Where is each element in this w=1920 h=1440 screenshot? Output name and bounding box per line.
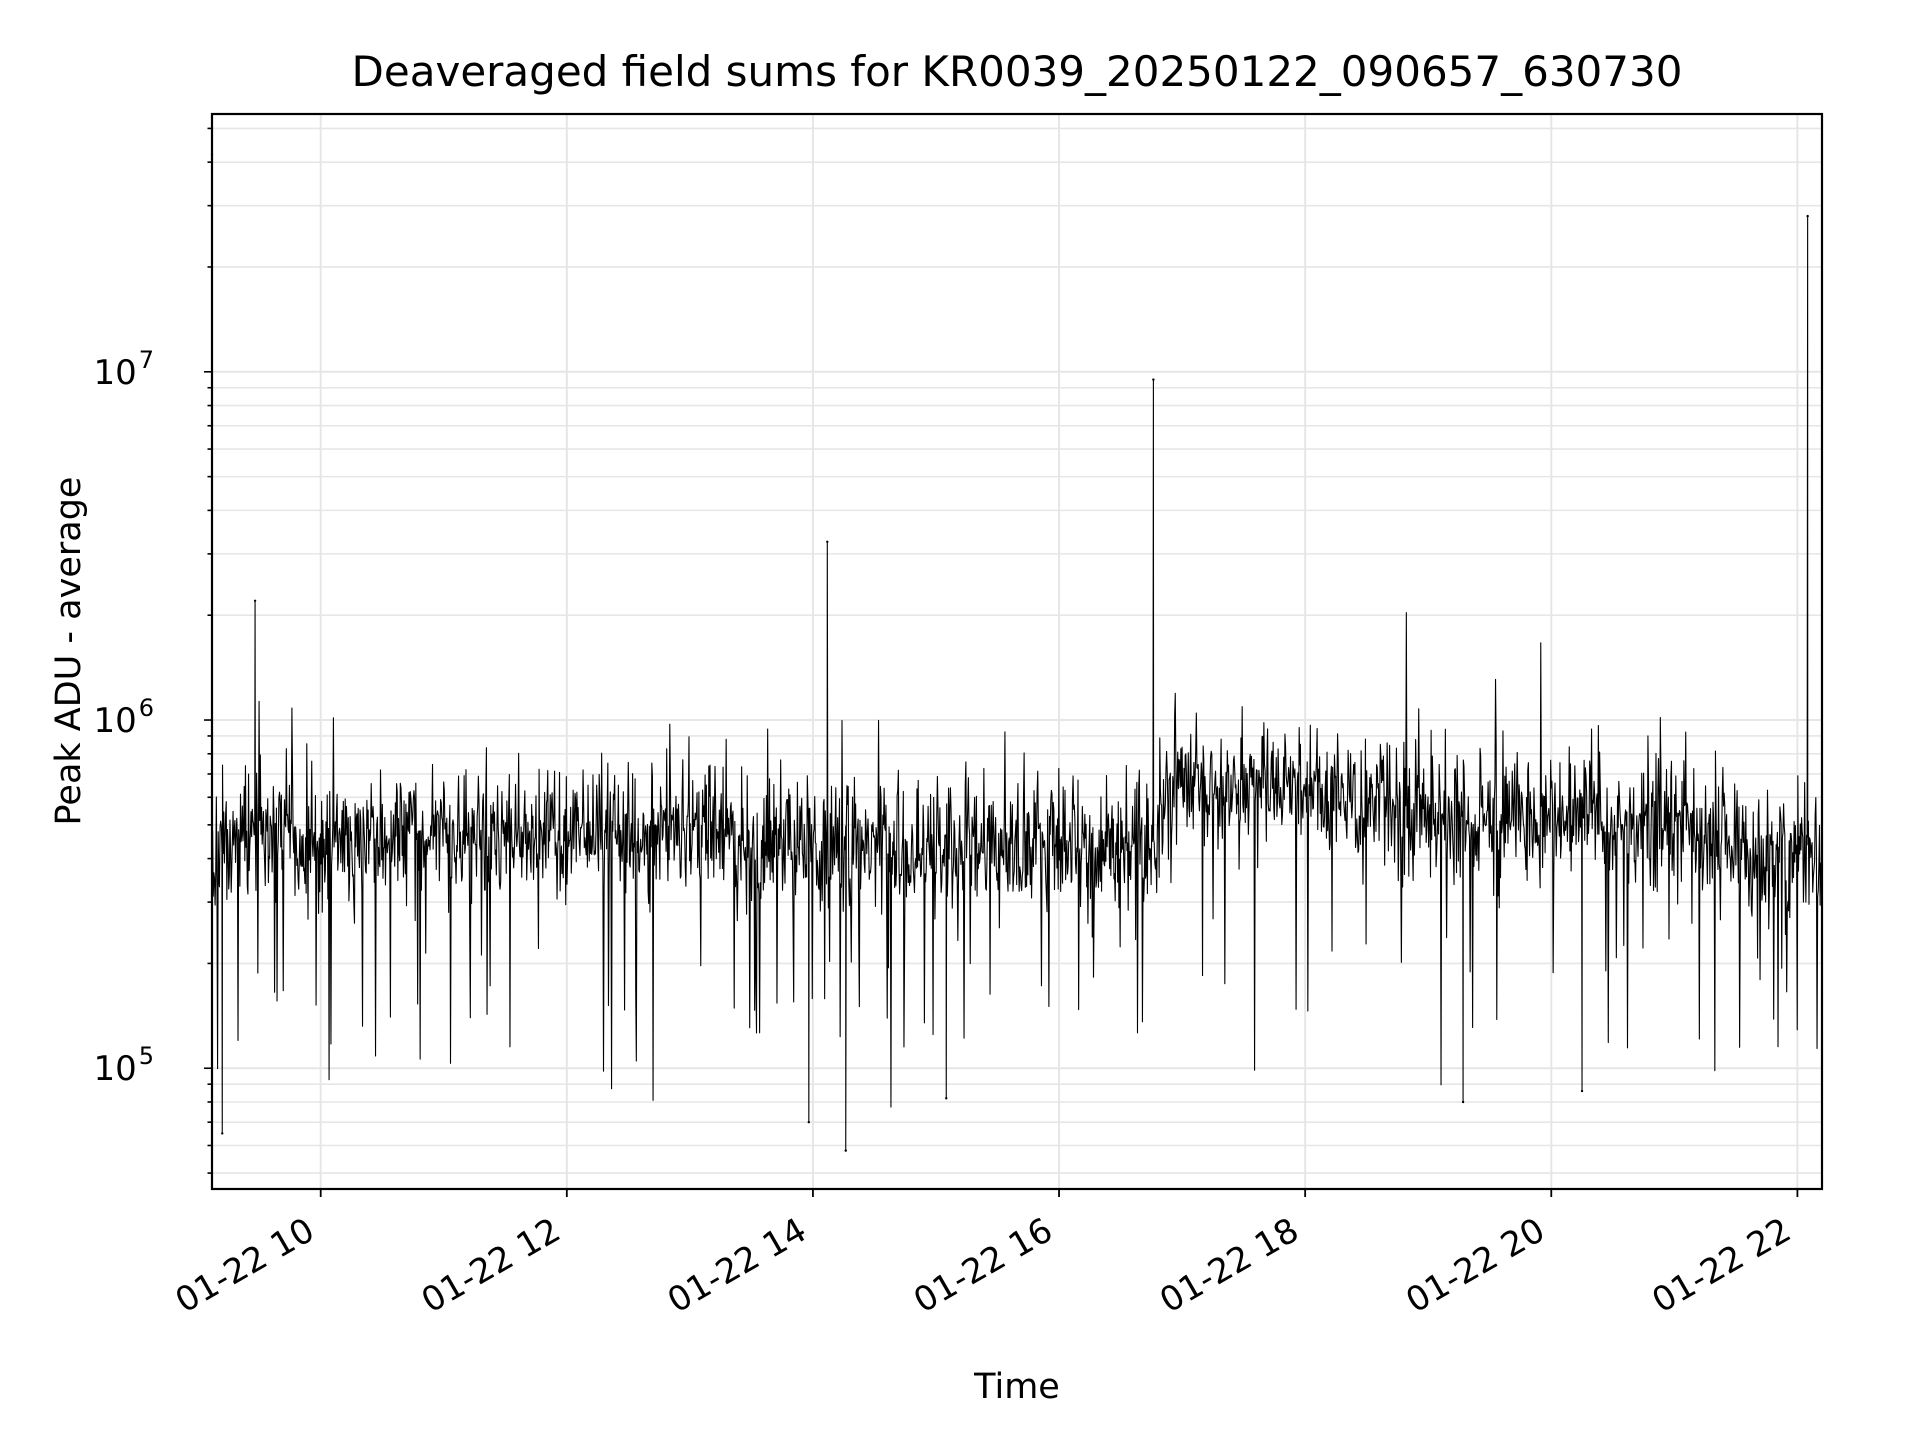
y-tick-exponent: 6 [139, 694, 154, 722]
y-axis-title: Peak ADU - average [49, 477, 89, 826]
x-tick-label: 01-22 18 [1153, 1210, 1305, 1321]
y-tick-label: 107 [93, 346, 154, 393]
x-tick-label: 01-22 12 [415, 1210, 567, 1321]
axes-frame [210, 112, 1824, 1191]
chart-title: Deaveraged field sums for KR0039_2025012… [352, 47, 1683, 96]
spike-point [253, 599, 257, 602]
dip-point [221, 1132, 224, 1135]
x-tick-label: 01-22 22 [1645, 1210, 1797, 1321]
dip-point [945, 1097, 948, 1100]
x-tick-label: 01-22 14 [661, 1210, 813, 1321]
grid-layer [212, 114, 1822, 1189]
spike-point [826, 540, 829, 543]
y-tick-exponent: 7 [139, 346, 154, 374]
dip-point [1461, 1100, 1465, 1104]
series-line [211, 154, 1823, 1152]
dip-point [1580, 1089, 1584, 1093]
y-tick-exponent: 5 [139, 1042, 154, 1070]
x-tick-label: 01-22 10 [169, 1210, 321, 1321]
x-tick-label: 01-22 16 [907, 1210, 1059, 1321]
plot-layer [210, 153, 1823, 1152]
y-tick-label: 105 [93, 1042, 154, 1089]
x-tick-label: 01-22 20 [1399, 1210, 1551, 1321]
tick-layer: 01-22 10 01-22 12 01-22 14 01-22 16 01-22 18… [93, 127, 1799, 1321]
spike-point [1152, 378, 1155, 381]
spike-point [1806, 214, 1809, 218]
x-axis-title: Time [973, 1367, 1060, 1407]
dip-point [844, 1149, 847, 1152]
dip-point [807, 1120, 811, 1124]
y-tick-label: 106 [93, 694, 154, 741]
